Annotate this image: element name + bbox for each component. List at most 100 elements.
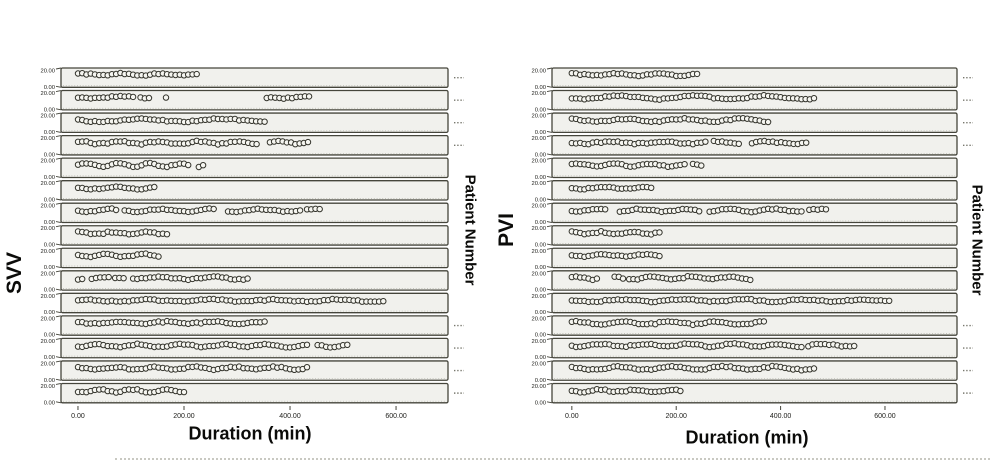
y-tick-mark	[546, 153, 553, 156]
y-tick-label-0: 0.00	[44, 355, 55, 361]
patient-strip-row: 20.00 0.00	[531, 112, 973, 136]
strip-frame	[551, 134, 958, 156]
y-tick-mark	[546, 266, 553, 269]
patient-strip-row: 20.00 0.00	[40, 89, 464, 113]
data-point	[764, 118, 772, 126]
data-point	[735, 140, 742, 148]
y-tick-label-20: 20.00	[40, 91, 55, 97]
y-tick-label-0: 0.00	[44, 220, 55, 226]
data-point	[656, 229, 663, 236]
y-tick-label-20: 20.00	[531, 69, 546, 75]
data-points	[74, 228, 171, 238]
y-tick-mark	[55, 360, 62, 363]
data-point	[185, 161, 192, 169]
y-tick-mark	[55, 157, 62, 160]
pvi-panel: 20.00 0.00 20.00 0.00 20.00 0.00 20.00 0.00 20.0…	[531, 67, 973, 420]
patient-strip-row: 20.00 0.00	[40, 292, 449, 316]
data-point	[810, 365, 818, 372]
data-point	[303, 364, 311, 371]
y-tick-mark	[546, 180, 553, 183]
patient-strip-row: 20.00 0.00	[40, 157, 449, 181]
y-tick-mark	[546, 108, 553, 111]
y-tick-mark	[55, 180, 62, 183]
data-points	[568, 160, 705, 171]
y-tick-mark	[55, 198, 62, 201]
x-tick-label: 200.00	[666, 413, 688, 420]
patient-strip-row: 20.00 0.00	[40, 270, 449, 294]
y-tick-label-20: 20.00	[40, 361, 55, 367]
y-tick-label-0: 0.00	[535, 85, 546, 91]
data-point	[193, 70, 200, 78]
data-points	[74, 295, 387, 305]
y-tick-label-0: 0.00	[535, 288, 546, 294]
x-tick-label: 0.00	[71, 413, 85, 420]
y-tick-mark	[55, 270, 62, 273]
data-point	[822, 206, 830, 213]
y-tick-mark	[546, 247, 553, 250]
data-point	[162, 94, 170, 101]
data-point	[593, 275, 601, 282]
data-point	[693, 70, 701, 78]
data-points	[74, 317, 268, 328]
data-point	[253, 140, 260, 148]
data-points	[74, 273, 251, 284]
y-tick-label-20: 20.00	[531, 249, 546, 255]
data-points	[568, 70, 701, 80]
data-point	[261, 318, 268, 325]
y-tick-label-20: 20.00	[40, 136, 55, 142]
data-point	[810, 95, 818, 102]
data-points	[74, 340, 351, 351]
data-points	[568, 295, 893, 306]
strip-frame	[60, 202, 449, 224]
y-tick-mark	[55, 135, 62, 138]
patient-strip-row: 20.00 0.00	[531, 202, 958, 226]
patient-strip-row: 20.00 0.00	[531, 180, 958, 204]
y-tick-label-0: 0.00	[44, 198, 55, 204]
data-points	[568, 183, 655, 193]
y-tick-mark	[546, 288, 553, 291]
y-tick-label-0: 0.00	[535, 152, 546, 158]
y-tick-label-0: 0.00	[535, 400, 546, 406]
y-tick-mark	[546, 315, 553, 318]
x-tick-label: 200.00	[173, 413, 195, 420]
strip-frame	[60, 247, 449, 269]
y-tick-label-0: 0.00	[44, 265, 55, 271]
data-points	[568, 205, 830, 216]
y-tick-mark	[55, 311, 62, 314]
y-tick-mark	[55, 225, 62, 228]
patient-number-label-left: Patient Number	[461, 174, 479, 286]
data-points	[74, 115, 268, 126]
y-tick-label-20: 20.00	[531, 114, 546, 120]
y-tick-mark	[55, 90, 62, 92]
x-tick-label: 0.00	[565, 413, 579, 420]
data-point	[296, 207, 304, 214]
y-tick-label-20: 20.00	[531, 361, 546, 367]
y-tick-label-0: 0.00	[535, 378, 546, 384]
data-point	[747, 276, 754, 284]
data-point	[798, 343, 805, 351]
y-tick-mark	[55, 315, 62, 318]
data-point	[244, 275, 251, 282]
y-tick-mark	[546, 157, 553, 160]
data-point	[619, 275, 627, 282]
y-tick-mark	[55, 378, 62, 381]
patient-strip-row: 20.00 0.00	[40, 360, 464, 384]
y-tick-mark	[546, 135, 553, 138]
y-tick-mark	[546, 401, 553, 404]
x-tick-label: 400.00	[279, 413, 301, 420]
y-tick-label-0: 0.00	[535, 310, 546, 316]
y-tick-mark	[546, 130, 553, 133]
patient-strip-row: 20.00 0.00	[531, 360, 973, 384]
y-tick-label-20: 20.00	[40, 384, 55, 390]
y-tick-label-20: 20.00	[40, 204, 55, 210]
strip-frame	[60, 89, 449, 111]
data-points	[568, 137, 810, 148]
data-points	[568, 362, 818, 374]
patient-strip-row: 20.00 0.00	[531, 315, 973, 339]
y-tick-mark	[55, 67, 62, 70]
y-tick-label-20: 20.00	[531, 271, 546, 277]
y-tick-label-20: 20.00	[40, 159, 55, 165]
y-tick-mark	[546, 243, 553, 246]
y-tick-mark	[55, 85, 62, 88]
y-tick-mark	[55, 247, 62, 250]
